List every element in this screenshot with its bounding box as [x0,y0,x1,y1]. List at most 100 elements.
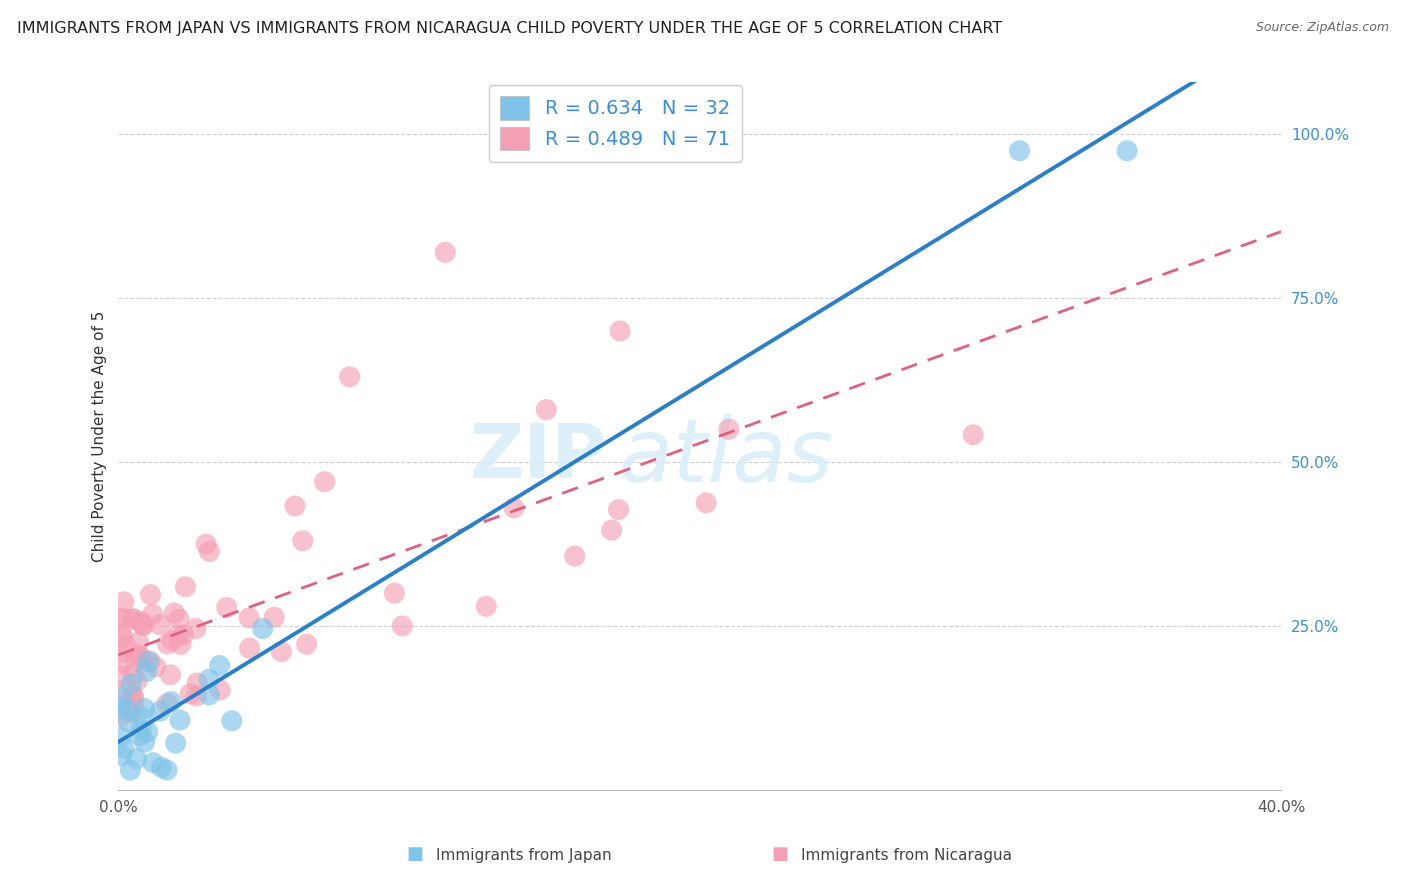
Point [134,735,156,749]
Point [179,687,201,701]
Point [122,668,145,682]
Point [184,622,207,636]
Point [110,690,132,705]
Point [132,618,155,632]
Point [186,689,208,703]
Point [169,713,191,727]
Point [122,696,145,710]
Point [110,645,132,659]
Point [135,665,157,679]
Point [125,674,148,689]
Text: atlas: atlas [619,414,834,500]
Point [124,654,146,668]
Point [128,648,150,662]
Point [132,618,155,632]
Point [134,701,156,715]
Point [209,682,232,697]
Point [600,523,623,537]
Point [110,748,132,763]
Point [270,645,292,659]
Point [384,586,406,600]
Point [156,697,179,711]
Text: IMMIGRANTS FROM JAPAN VS IMMIGRANTS FROM NICARAGUA CHILD POVERTY UNDER THE AGE O: IMMIGRANTS FROM JAPAN VS IMMIGRANTS FROM… [17,21,1002,37]
Text: ■: ■ [406,845,423,863]
Point [291,533,314,548]
Point [564,549,586,563]
Point [120,763,142,777]
Point [120,706,142,720]
Point [122,690,145,704]
Point [391,619,413,633]
Point [145,660,167,674]
Point [117,703,139,717]
Point [110,627,132,641]
Point [165,736,187,750]
Point [129,729,152,743]
Text: Immigrants from Japan: Immigrants from Japan [436,847,612,863]
Point [111,611,134,625]
Point [128,635,150,649]
Point [284,499,307,513]
Point [962,427,984,442]
Point [112,595,135,609]
Point [174,580,197,594]
Point [110,700,132,714]
Point [136,724,159,739]
Point [717,422,740,436]
Point [195,537,218,551]
Point [239,641,262,656]
Point [131,710,153,724]
Point [122,689,145,703]
Point [150,760,173,774]
Text: Immigrants from Nicaragua: Immigrants from Nicaragua [801,847,1012,863]
Point [1116,144,1139,158]
Text: Source: ZipAtlas.com: Source: ZipAtlas.com [1256,21,1389,35]
Point [110,669,132,683]
Text: ZIP: ZIP [470,421,607,493]
Point [163,606,186,620]
Point [149,704,172,718]
Point [238,611,260,625]
Point [139,654,162,668]
Point [117,714,139,729]
Point [434,245,457,260]
Point [129,723,152,737]
Point [121,612,143,626]
Point [110,730,132,744]
Point [198,688,221,702]
Point [695,496,717,510]
Legend: R = 0.634   N = 32, R = 0.489   N = 71: R = 0.634 N = 32, R = 0.489 N = 71 [489,85,742,162]
Point [314,475,336,489]
Point [295,637,318,651]
Point [167,612,190,626]
Point [138,655,160,669]
Text: ■: ■ [772,845,789,863]
Point [607,502,630,516]
Point [156,763,179,777]
Point [111,657,134,671]
Point [198,544,221,558]
Point [115,639,138,653]
Point [112,741,135,756]
Point [167,628,190,642]
Point [129,650,152,665]
Point [110,612,132,626]
Point [609,324,631,338]
Point [186,676,208,690]
Point [125,752,148,766]
Point [534,402,557,417]
Point [221,714,243,728]
Point [198,672,221,686]
Y-axis label: Child Poverty Under the Age of 5: Child Poverty Under the Age of 5 [93,310,107,562]
Point [252,622,274,636]
Point [111,630,134,644]
Point [120,677,142,691]
Point [169,638,191,652]
Point [1008,144,1031,158]
Point [149,617,172,632]
Point [263,610,285,624]
Point [173,628,195,642]
Point [139,588,162,602]
Point [131,615,153,629]
Point [160,695,183,709]
